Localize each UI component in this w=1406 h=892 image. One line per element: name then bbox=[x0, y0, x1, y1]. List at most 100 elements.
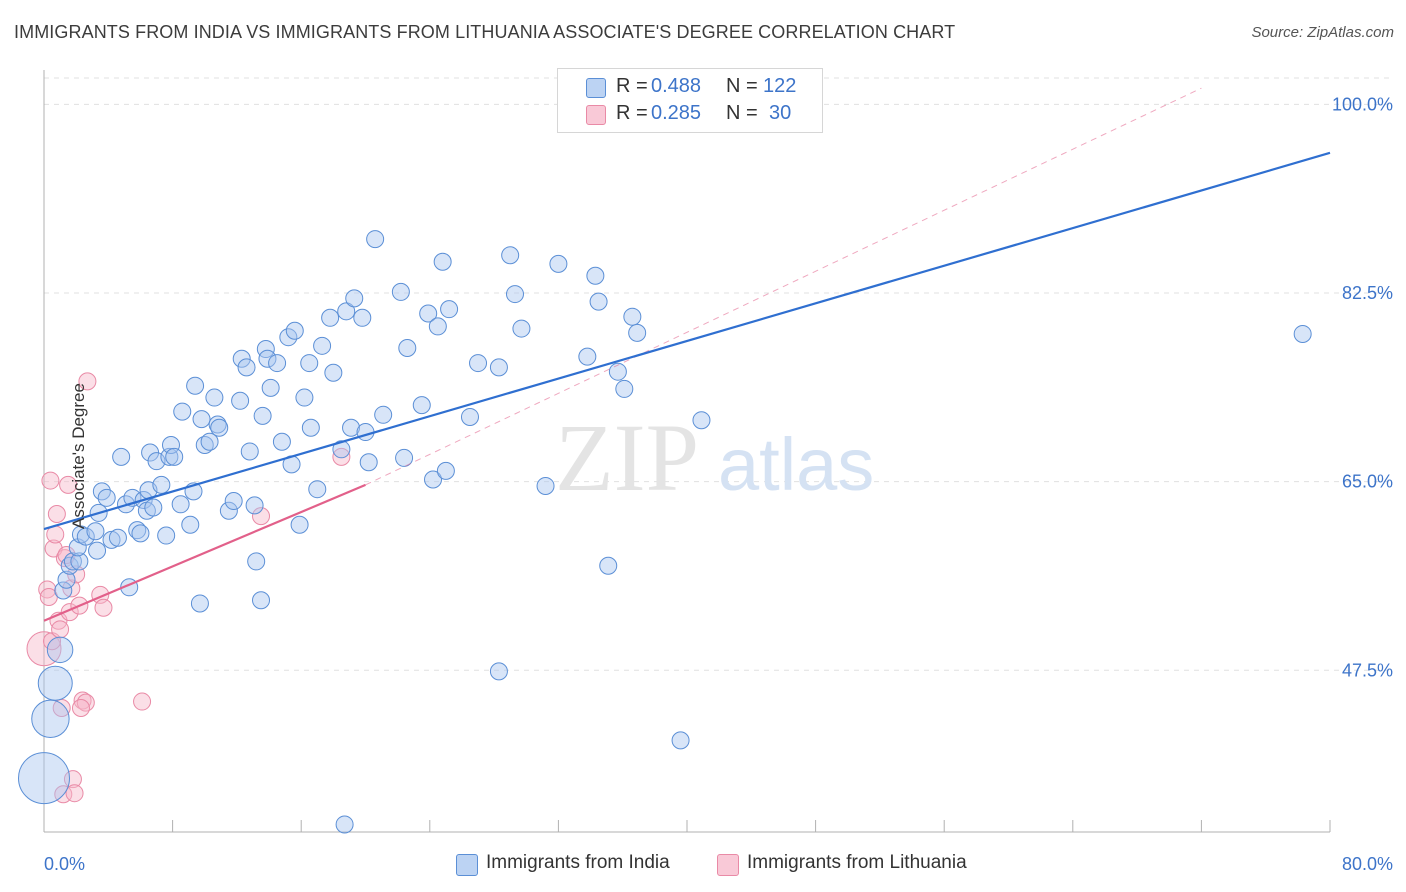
lithuania-point bbox=[73, 691, 92, 710]
india-point bbox=[231, 391, 250, 410]
india-point bbox=[272, 432, 291, 451]
india-point bbox=[308, 480, 327, 499]
lithuania-point bbox=[76, 693, 95, 712]
lithuania-point bbox=[133, 692, 152, 711]
india-point bbox=[395, 448, 414, 467]
india-point bbox=[428, 317, 447, 336]
india-point bbox=[505, 285, 524, 304]
axes bbox=[43, 70, 1331, 833]
india-point bbox=[128, 521, 147, 540]
india-point bbox=[313, 336, 332, 355]
india-point bbox=[578, 347, 597, 366]
india-point bbox=[433, 252, 452, 271]
legend-lith-n: 30 bbox=[769, 102, 792, 124]
india-trend-line bbox=[43, 151, 1331, 531]
india-point bbox=[186, 376, 205, 395]
india-point bbox=[247, 552, 266, 571]
india-point bbox=[549, 254, 568, 273]
india-point bbox=[469, 354, 488, 373]
legend-n-label: N = bbox=[726, 75, 758, 97]
india-point bbox=[324, 363, 343, 382]
y-tick-label: 47.5% bbox=[1342, 660, 1393, 680]
india-point bbox=[301, 418, 320, 437]
india-point bbox=[37, 665, 73, 701]
india-point bbox=[57, 570, 76, 589]
india-point bbox=[599, 556, 618, 575]
y-tick-label: 82.5% bbox=[1342, 283, 1393, 303]
x-tick-label-right: 80.0% bbox=[1342, 854, 1393, 874]
india-point bbox=[285, 321, 304, 340]
india-point bbox=[237, 358, 256, 377]
watermark-zip: ZIP bbox=[555, 404, 699, 511]
chart-title: IMMIGRANTS FROM INDIA VS IMMIGRANTS FROM… bbox=[14, 22, 956, 42]
lithuania-trend-extended bbox=[365, 87, 1202, 486]
legend-lith-r: 0.285 bbox=[651, 102, 702, 124]
lithuania-point bbox=[26, 631, 62, 667]
lithuania-point bbox=[52, 699, 71, 718]
watermark-atlas: atlas bbox=[718, 423, 874, 506]
india-point bbox=[279, 328, 298, 347]
india-point bbox=[205, 388, 224, 407]
india-point bbox=[295, 388, 314, 407]
india-point bbox=[171, 495, 190, 514]
bottom-legend-swatch-lithuania bbox=[717, 854, 739, 876]
india-point bbox=[76, 527, 95, 546]
india-point bbox=[86, 522, 105, 541]
india-point bbox=[224, 492, 243, 511]
india-point bbox=[337, 302, 356, 321]
india-point bbox=[131, 524, 150, 543]
legend-india-r: 0.488 bbox=[651, 75, 702, 97]
india-point bbox=[219, 501, 238, 520]
india-point bbox=[181, 515, 200, 534]
india-point bbox=[97, 488, 116, 507]
india-point bbox=[359, 453, 378, 472]
legend-swatch-india bbox=[586, 78, 606, 98]
india-point bbox=[157, 526, 176, 545]
india-point bbox=[161, 435, 180, 454]
lithuania-point bbox=[38, 580, 57, 599]
lithuania-point bbox=[252, 507, 271, 526]
india-point bbox=[1293, 324, 1312, 343]
india-point bbox=[332, 440, 351, 459]
trend-lines bbox=[43, 87, 1331, 622]
lithuania-point bbox=[65, 784, 84, 803]
bottom-legend-label-lithuania: Immigrants from Lithuania bbox=[747, 852, 967, 873]
lithuania-point bbox=[94, 598, 113, 617]
india-point bbox=[353, 308, 372, 327]
india-point bbox=[245, 496, 264, 515]
y-tick-label: 100.0% bbox=[1332, 94, 1393, 114]
india-point bbox=[102, 530, 121, 549]
legend-row-lithuania: R = 0.285 N = 30 bbox=[558, 102, 822, 128]
india-point bbox=[108, 528, 127, 547]
lithuania-point bbox=[332, 447, 351, 466]
india-point bbox=[258, 349, 277, 368]
india-point bbox=[628, 323, 647, 342]
india-point bbox=[192, 410, 211, 429]
india-point bbox=[144, 498, 163, 517]
legend-row-india: R = 0.488 N = 122 bbox=[558, 75, 822, 101]
india-point bbox=[268, 354, 287, 373]
india-point bbox=[200, 432, 219, 451]
india-point bbox=[54, 581, 73, 600]
y-tick-labels: 47.5% 65.0% 82.5% 100.0% bbox=[1332, 94, 1393, 680]
series-india-points bbox=[18, 230, 1312, 834]
india-point bbox=[424, 470, 443, 489]
india-point bbox=[321, 308, 340, 327]
legend-r-label: R = bbox=[616, 75, 648, 97]
lithuania-trend-line bbox=[43, 483, 366, 622]
y-axis-label: Associate's Degree bbox=[68, 383, 88, 529]
legend-r-label: R = bbox=[616, 102, 648, 124]
x-tick-label-left: 0.0% bbox=[44, 854, 85, 874]
india-point bbox=[391, 282, 410, 301]
india-point bbox=[335, 815, 354, 834]
india-point bbox=[356, 423, 375, 442]
india-point bbox=[489, 662, 508, 681]
lithuania-point bbox=[71, 699, 90, 718]
india-point bbox=[489, 358, 508, 377]
india-point bbox=[692, 411, 711, 430]
india-point bbox=[261, 378, 280, 397]
india-point bbox=[290, 515, 309, 534]
legend: R = 0.488 N = 122 R = 0.285 N = 30 bbox=[557, 68, 823, 133]
india-point bbox=[366, 230, 385, 249]
bottom-legend-swatch-india bbox=[456, 854, 478, 876]
